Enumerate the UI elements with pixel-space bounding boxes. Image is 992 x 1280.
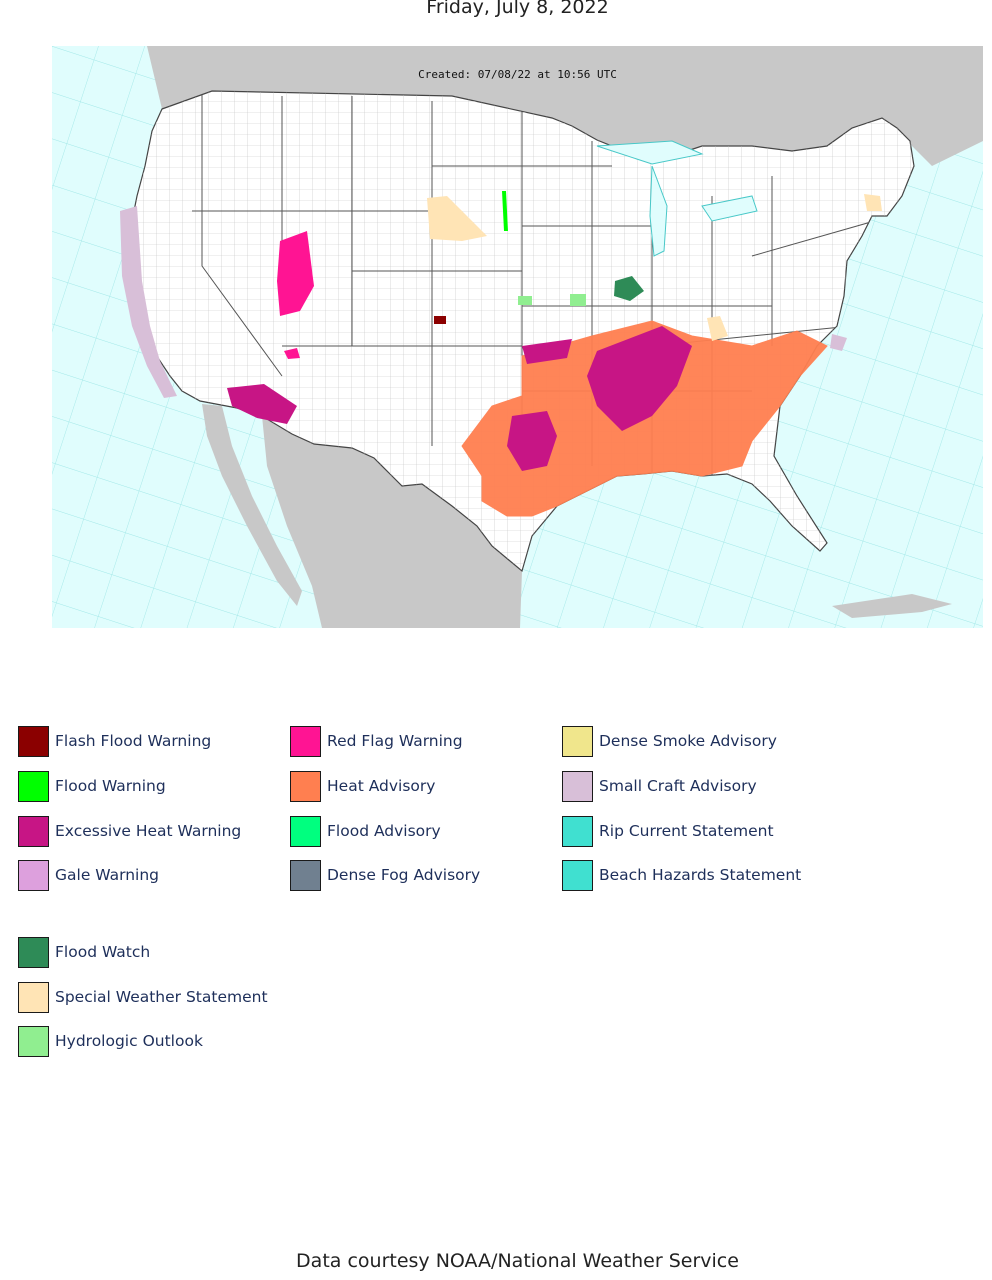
small-craft-west-coast <box>120 206 177 398</box>
legend-swatch <box>562 815 593 847</box>
weather-alert-map: Created: 07/08/22 at 10:56 UTC <box>52 46 983 628</box>
footer-credit: Data courtesy NOAA/National Weather Serv… <box>296 1250 739 1272</box>
lake-superior <box>596 140 704 165</box>
legend-label: Excessive Heat Warning <box>55 822 242 840</box>
excessive-heat-area-kansas <box>522 339 572 364</box>
legend-swatch <box>290 815 321 847</box>
legend-swatch <box>290 859 321 891</box>
flash-flood-area <box>434 316 446 324</box>
legend-item-heat-advisory: Heat Advisory <box>290 769 435 803</box>
flood-warning-area <box>502 191 508 231</box>
legend-item-dense-fog-advisory: Dense Fog Advisory <box>290 858 480 892</box>
cuba-landmass <box>832 594 952 618</box>
legend-item-hydrologic-outlook: Hydrologic Outlook <box>18 1024 203 1058</box>
legend-label: Flood Advisory <box>327 822 441 840</box>
excessive-heat-area-midsouth <box>587 326 692 431</box>
excessive-heat-area-texas <box>507 411 557 471</box>
legend-label: Flood Watch <box>55 943 151 961</box>
legend-swatch <box>18 1025 49 1057</box>
legend-label: Heat Advisory <box>327 777 436 795</box>
legend-swatch <box>562 770 593 802</box>
legend-swatch <box>18 815 49 847</box>
legend-label: Flood Warning <box>55 777 166 795</box>
legend-label: Flash Flood Warning <box>55 732 212 750</box>
legend-label: Red Flag Warning <box>327 732 463 750</box>
legend-item-flood-warning: Flood Warning <box>18 769 166 803</box>
lake-erie <box>701 195 758 222</box>
lake-michigan <box>649 165 668 257</box>
mexico-landmass <box>262 416 522 628</box>
page-title: Friday, July 8, 2022 <box>426 0 609 18</box>
legend-item-dense-smoke-advisory: Dense Smoke Advisory <box>562 724 777 758</box>
red-flag-area-small <box>284 348 300 359</box>
legend-item-flood-advisory: Flood Advisory <box>290 814 441 848</box>
legend-swatch <box>290 770 321 802</box>
map-svg <box>52 46 983 628</box>
legend-label: Beach Hazards Statement <box>599 866 802 884</box>
legend-swatch <box>18 725 49 757</box>
hydrologic-outlook-area-2 <box>570 294 586 306</box>
legend-label: Dense Smoke Advisory <box>599 732 777 750</box>
special-weather-area-plains <box>427 196 487 241</box>
legend-swatch <box>18 936 49 968</box>
legend-item-gale-warning: Gale Warning <box>18 858 159 892</box>
legend-label: Hydrologic Outlook <box>55 1032 203 1050</box>
map-created-timestamp: Created: 07/08/22 at 10:56 UTC <box>418 68 617 81</box>
legend-item-rip-current-statement: Rip Current Statement <box>562 814 774 848</box>
baja-california <box>202 404 302 606</box>
special-weather-area-east <box>707 316 728 341</box>
flood-watch-area <box>614 276 644 301</box>
legend-item-red-flag-warning: Red Flag Warning <box>290 724 463 758</box>
excessive-heat-area-arizona <box>227 384 297 424</box>
legend-item-excessive-heat-warning: Excessive Heat Warning <box>18 814 241 848</box>
legend-swatch <box>290 725 321 757</box>
legend-label: Special Weather Statement <box>55 988 268 1006</box>
legend-swatch <box>562 859 593 891</box>
legend-item-beach-hazards-statement: Beach Hazards Statement <box>562 858 801 892</box>
canada-landmass <box>147 46 983 166</box>
legend-swatch <box>562 725 593 757</box>
legend-swatch <box>18 859 49 891</box>
legend-swatch <box>18 770 49 802</box>
legend-item-flash-flood-warning: Flash Flood Warning <box>18 724 211 758</box>
legend-label: Small Craft Advisory <box>599 777 757 795</box>
alert-overlays <box>120 140 882 517</box>
hydrologic-outlook-area-1 <box>518 296 532 305</box>
red-flag-area <box>277 231 314 316</box>
legend-label: Gale Warning <box>55 866 160 884</box>
special-weather-area-ne <box>864 194 882 211</box>
legend-label: Dense Fog Advisory <box>327 866 481 884</box>
legend-swatch <box>18 981 49 1013</box>
small-craft-east-coast <box>830 334 847 351</box>
legend-item-small-craft-advisory: Small Craft Advisory <box>562 769 757 803</box>
legend-item-special-weather-statement: Special Weather Statement <box>18 980 268 1014</box>
legend-item-flood-watch: Flood Watch <box>18 935 150 969</box>
legend-label: Rip Current Statement <box>599 822 774 840</box>
